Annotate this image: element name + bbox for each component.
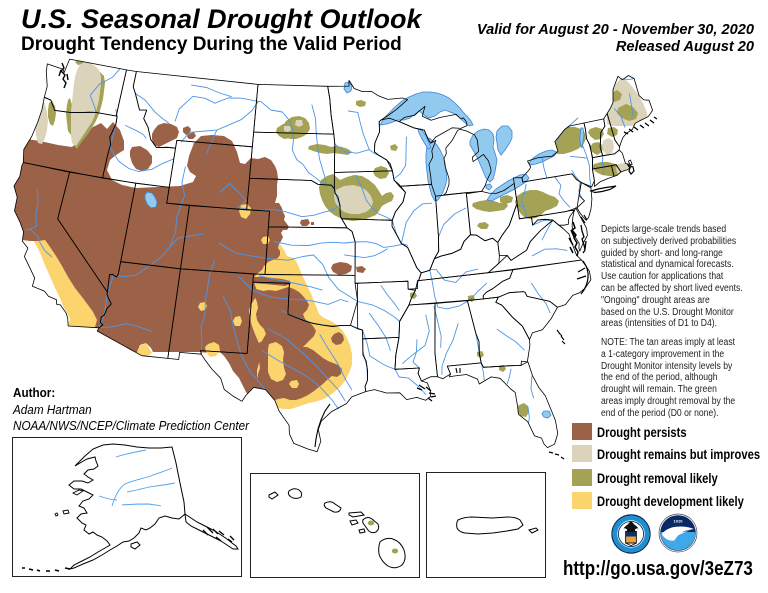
svg-text:1010: 1010 (674, 519, 684, 524)
